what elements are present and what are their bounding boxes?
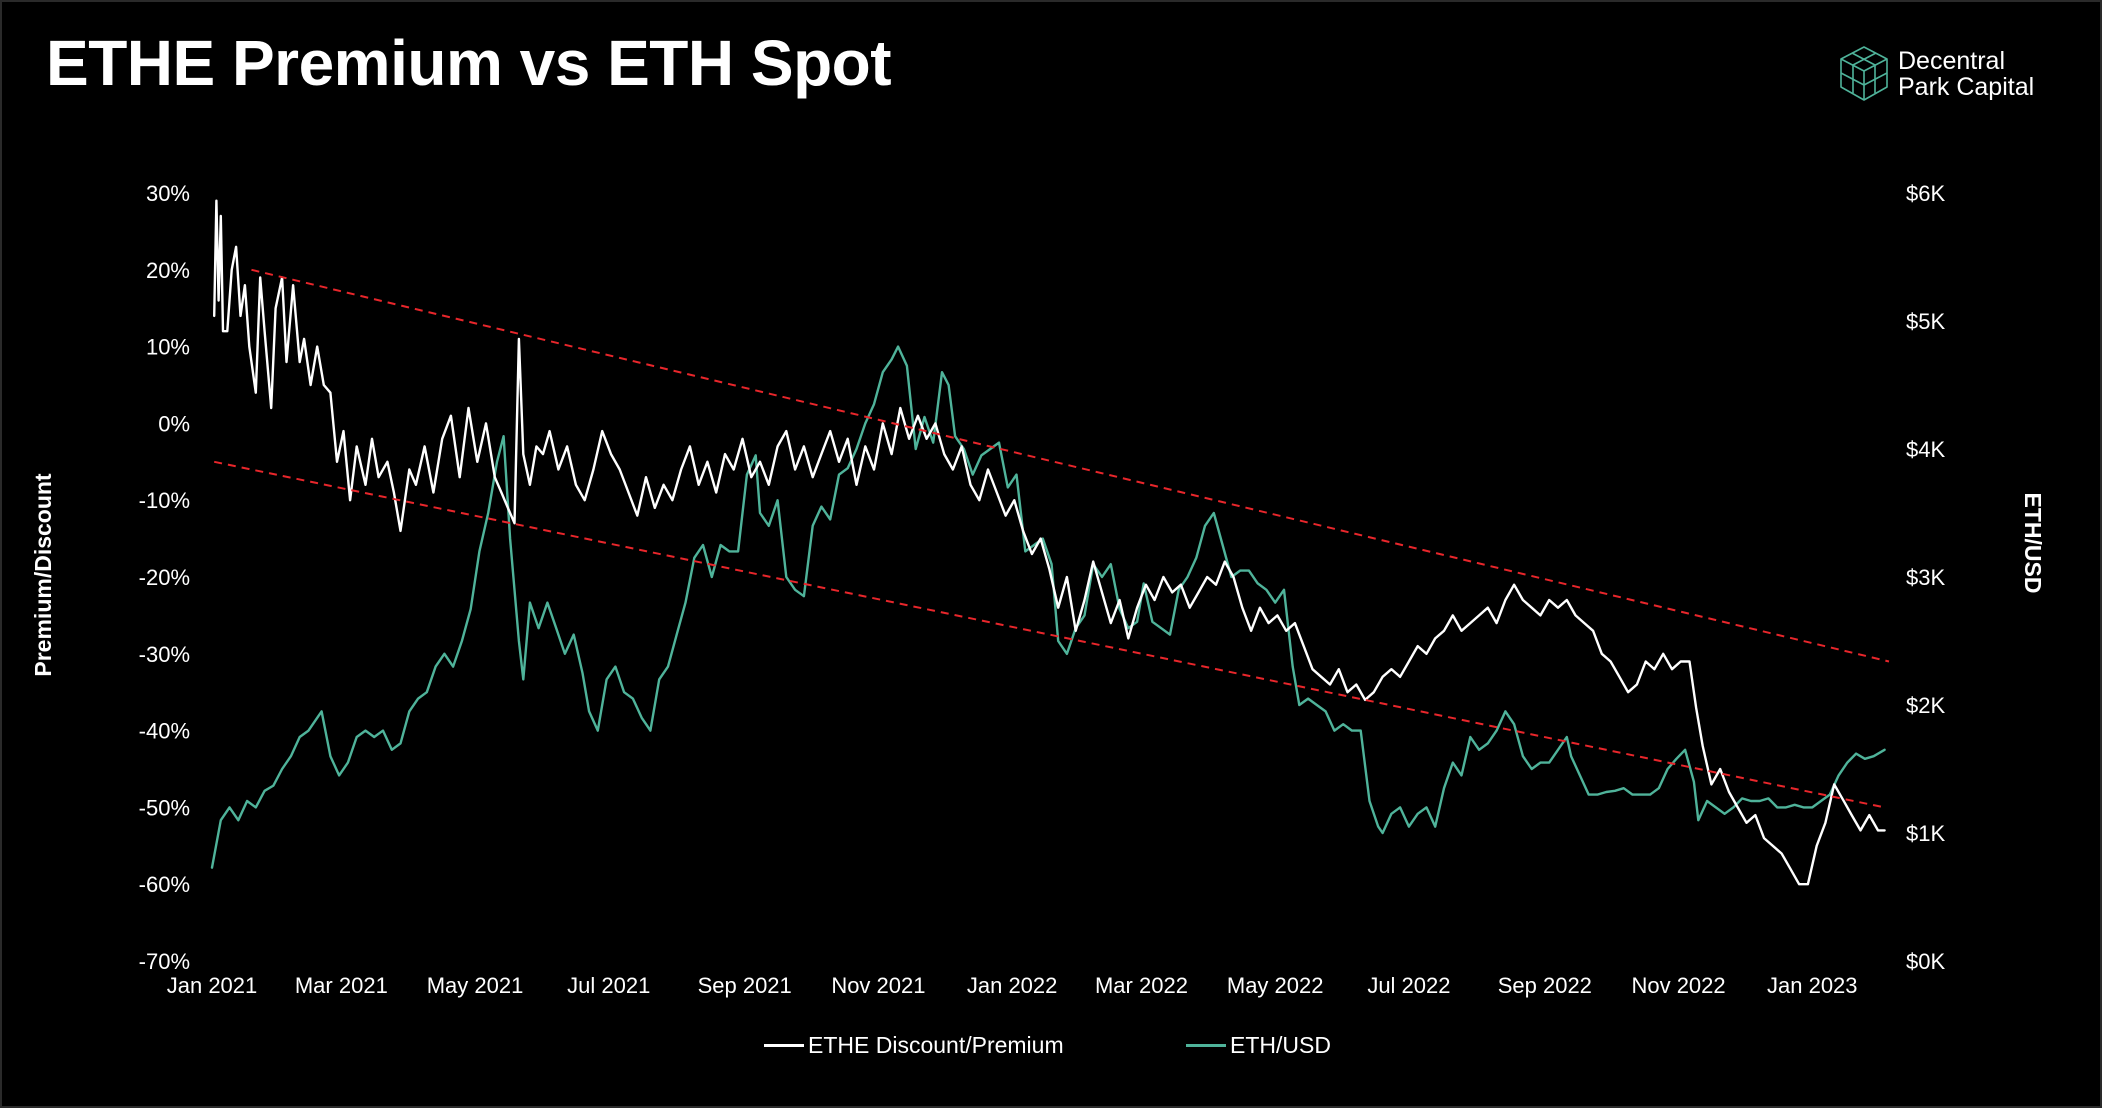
y-tick-label: 0% <box>158 411 190 436</box>
x-tick-label: Sep 2021 <box>698 973 792 998</box>
y2-axis-ticks: $6K $5K $4K $3K $2K $1K $0K <box>1906 181 1945 974</box>
y-tick-label: -60% <box>139 872 190 897</box>
y-tick-label: -30% <box>139 642 190 667</box>
cube-logo-icon <box>1840 46 1888 101</box>
y-tick-label: -10% <box>139 488 190 513</box>
x-axis-ticks: Jan 2021 Mar 2021 May 2021 Jul 2021 Sep 2021… <box>167 973 1858 998</box>
x-tick-label: Jan 2023 <box>1767 973 1858 998</box>
x-tick-label: Jan 2021 <box>167 973 258 998</box>
y-tick-label: -20% <box>139 565 190 590</box>
y-tick-label: 30% <box>146 181 190 206</box>
legend-swatch-premium <box>764 1044 804 1047</box>
brand-logo: Decentral Park Capital <box>1838 44 2054 104</box>
x-tick-label: Jul 2021 <box>567 973 650 998</box>
x-tick-label: Nov 2022 <box>1631 973 1725 998</box>
y2-tick-label: $3K <box>1906 565 1945 590</box>
legend-label-premium: ETHE Discount/Premium <box>808 1032 1064 1058</box>
legend: ETHE Discount/Premium ETH/USD <box>0 1032 2102 1062</box>
y-tick-label: -50% <box>139 795 190 820</box>
legend-item-premium: ETHE Discount/Premium <box>764 1032 1064 1059</box>
trendline-layer <box>213 268 1890 809</box>
y-tick-label: -70% <box>139 949 190 974</box>
y2-tick-label: $1K <box>1906 821 1945 846</box>
series-layer <box>210 199 1886 886</box>
y-axis-ticks: 30% 20% 10% 0% -10% -20% -30% -40% -50% -60% -70% <box>139 181 190 974</box>
y2-tick-label: $4K <box>1906 437 1945 462</box>
x-tick-label: Jan 2022 <box>967 973 1058 998</box>
logo-line-2: Park Capital <box>1898 73 2035 101</box>
y2-tick-label: $5K <box>1906 309 1945 334</box>
trendline-lower <box>213 460 1885 809</box>
x-tick-label: May 2022 <box>1227 973 1324 998</box>
x-tick-label: Jul 2022 <box>1367 973 1450 998</box>
y2-tick-label: $6K <box>1906 181 1945 206</box>
logo-text: Decentral Park Capital <box>1898 48 2034 100</box>
y-tick-label: 20% <box>146 258 190 283</box>
y2-axis-label: ETH/USD <box>2020 493 2046 594</box>
legend-swatch-eth <box>1186 1044 1226 1047</box>
page-title: ETHE Premium vs ETH Spot <box>46 27 892 99</box>
y-axis-label: Premium/Discount <box>30 473 56 677</box>
y2-tick-label: $0K <box>1906 949 1945 974</box>
x-tick-label: Mar 2021 <box>295 973 388 998</box>
legend-label-eth: ETH/USD <box>1230 1032 1331 1058</box>
x-tick-label: Nov 2021 <box>831 973 925 998</box>
x-tick-label: Sep 2022 <box>1498 973 1592 998</box>
y2-tick-label: $2K <box>1906 693 1945 718</box>
x-tick-label: May 2021 <box>427 973 524 998</box>
series-line-eth <box>210 345 1886 869</box>
series-line-premium <box>212 199 1886 886</box>
legend-item-eth: ETH/USD <box>1186 1032 1331 1059</box>
logo-line-1: Decentral <box>1898 47 2005 75</box>
trendline-upper <box>251 268 1890 663</box>
y-tick-label: -40% <box>139 719 190 744</box>
x-tick-label: Mar 2022 <box>1095 973 1188 998</box>
y-tick-label: 10% <box>146 335 190 360</box>
